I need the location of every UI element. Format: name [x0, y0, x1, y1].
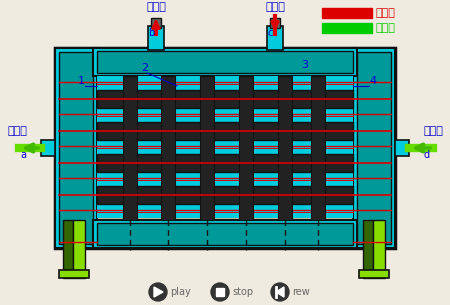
- Bar: [59, 270, 89, 278]
- Bar: [63, 220, 73, 278]
- Text: a: a: [20, 150, 26, 160]
- Text: 进油口: 进油口: [265, 2, 285, 12]
- Bar: [148, 26, 164, 50]
- Bar: [395, 140, 409, 156]
- Bar: [353, 48, 395, 248]
- Text: c: c: [267, 28, 272, 38]
- Text: 出油口: 出油口: [146, 2, 166, 12]
- Text: play: play: [170, 287, 191, 297]
- Bar: [161, 76, 175, 220]
- Bar: [97, 122, 353, 140]
- Bar: [311, 76, 325, 220]
- Bar: [97, 223, 353, 245]
- Text: rew: rew: [292, 287, 310, 297]
- Bar: [59, 52, 93, 244]
- Bar: [270, 18, 280, 28]
- Bar: [151, 18, 161, 28]
- Bar: [373, 220, 385, 278]
- Bar: [97, 186, 353, 204]
- Bar: [97, 51, 353, 73]
- Text: 液压油: 液压油: [376, 8, 396, 18]
- Bar: [359, 270, 389, 278]
- Text: 4: 4: [369, 76, 377, 86]
- Text: 水进口: 水进口: [423, 126, 443, 136]
- Text: 2: 2: [141, 63, 149, 73]
- Bar: [97, 108, 353, 122]
- Text: stop: stop: [232, 287, 253, 297]
- Bar: [97, 172, 353, 186]
- Text: 出水口: 出水口: [7, 126, 27, 136]
- Text: 冷却水: 冷却水: [376, 23, 396, 33]
- Polygon shape: [154, 287, 163, 297]
- Bar: [97, 76, 353, 90]
- Bar: [239, 76, 253, 220]
- Bar: [93, 220, 357, 248]
- Circle shape: [149, 283, 167, 301]
- Bar: [363, 220, 373, 278]
- Bar: [97, 154, 353, 172]
- Bar: [322, 23, 372, 33]
- Polygon shape: [276, 287, 284, 297]
- Text: b: b: [148, 28, 154, 38]
- Bar: [55, 48, 97, 248]
- Text: d: d: [424, 150, 430, 160]
- Bar: [278, 76, 292, 220]
- Circle shape: [211, 283, 229, 301]
- Bar: [123, 76, 137, 220]
- Bar: [200, 76, 214, 220]
- Bar: [41, 140, 55, 156]
- Bar: [73, 220, 85, 278]
- Bar: [97, 140, 353, 154]
- Bar: [216, 288, 224, 296]
- Bar: [267, 26, 283, 50]
- Text: 1: 1: [77, 76, 85, 86]
- Bar: [322, 8, 372, 18]
- Bar: [97, 90, 353, 108]
- Bar: [357, 52, 391, 244]
- Circle shape: [271, 283, 289, 301]
- Text: 3: 3: [302, 60, 309, 70]
- Bar: [55, 48, 395, 248]
- Bar: [97, 204, 353, 218]
- Bar: [93, 48, 357, 76]
